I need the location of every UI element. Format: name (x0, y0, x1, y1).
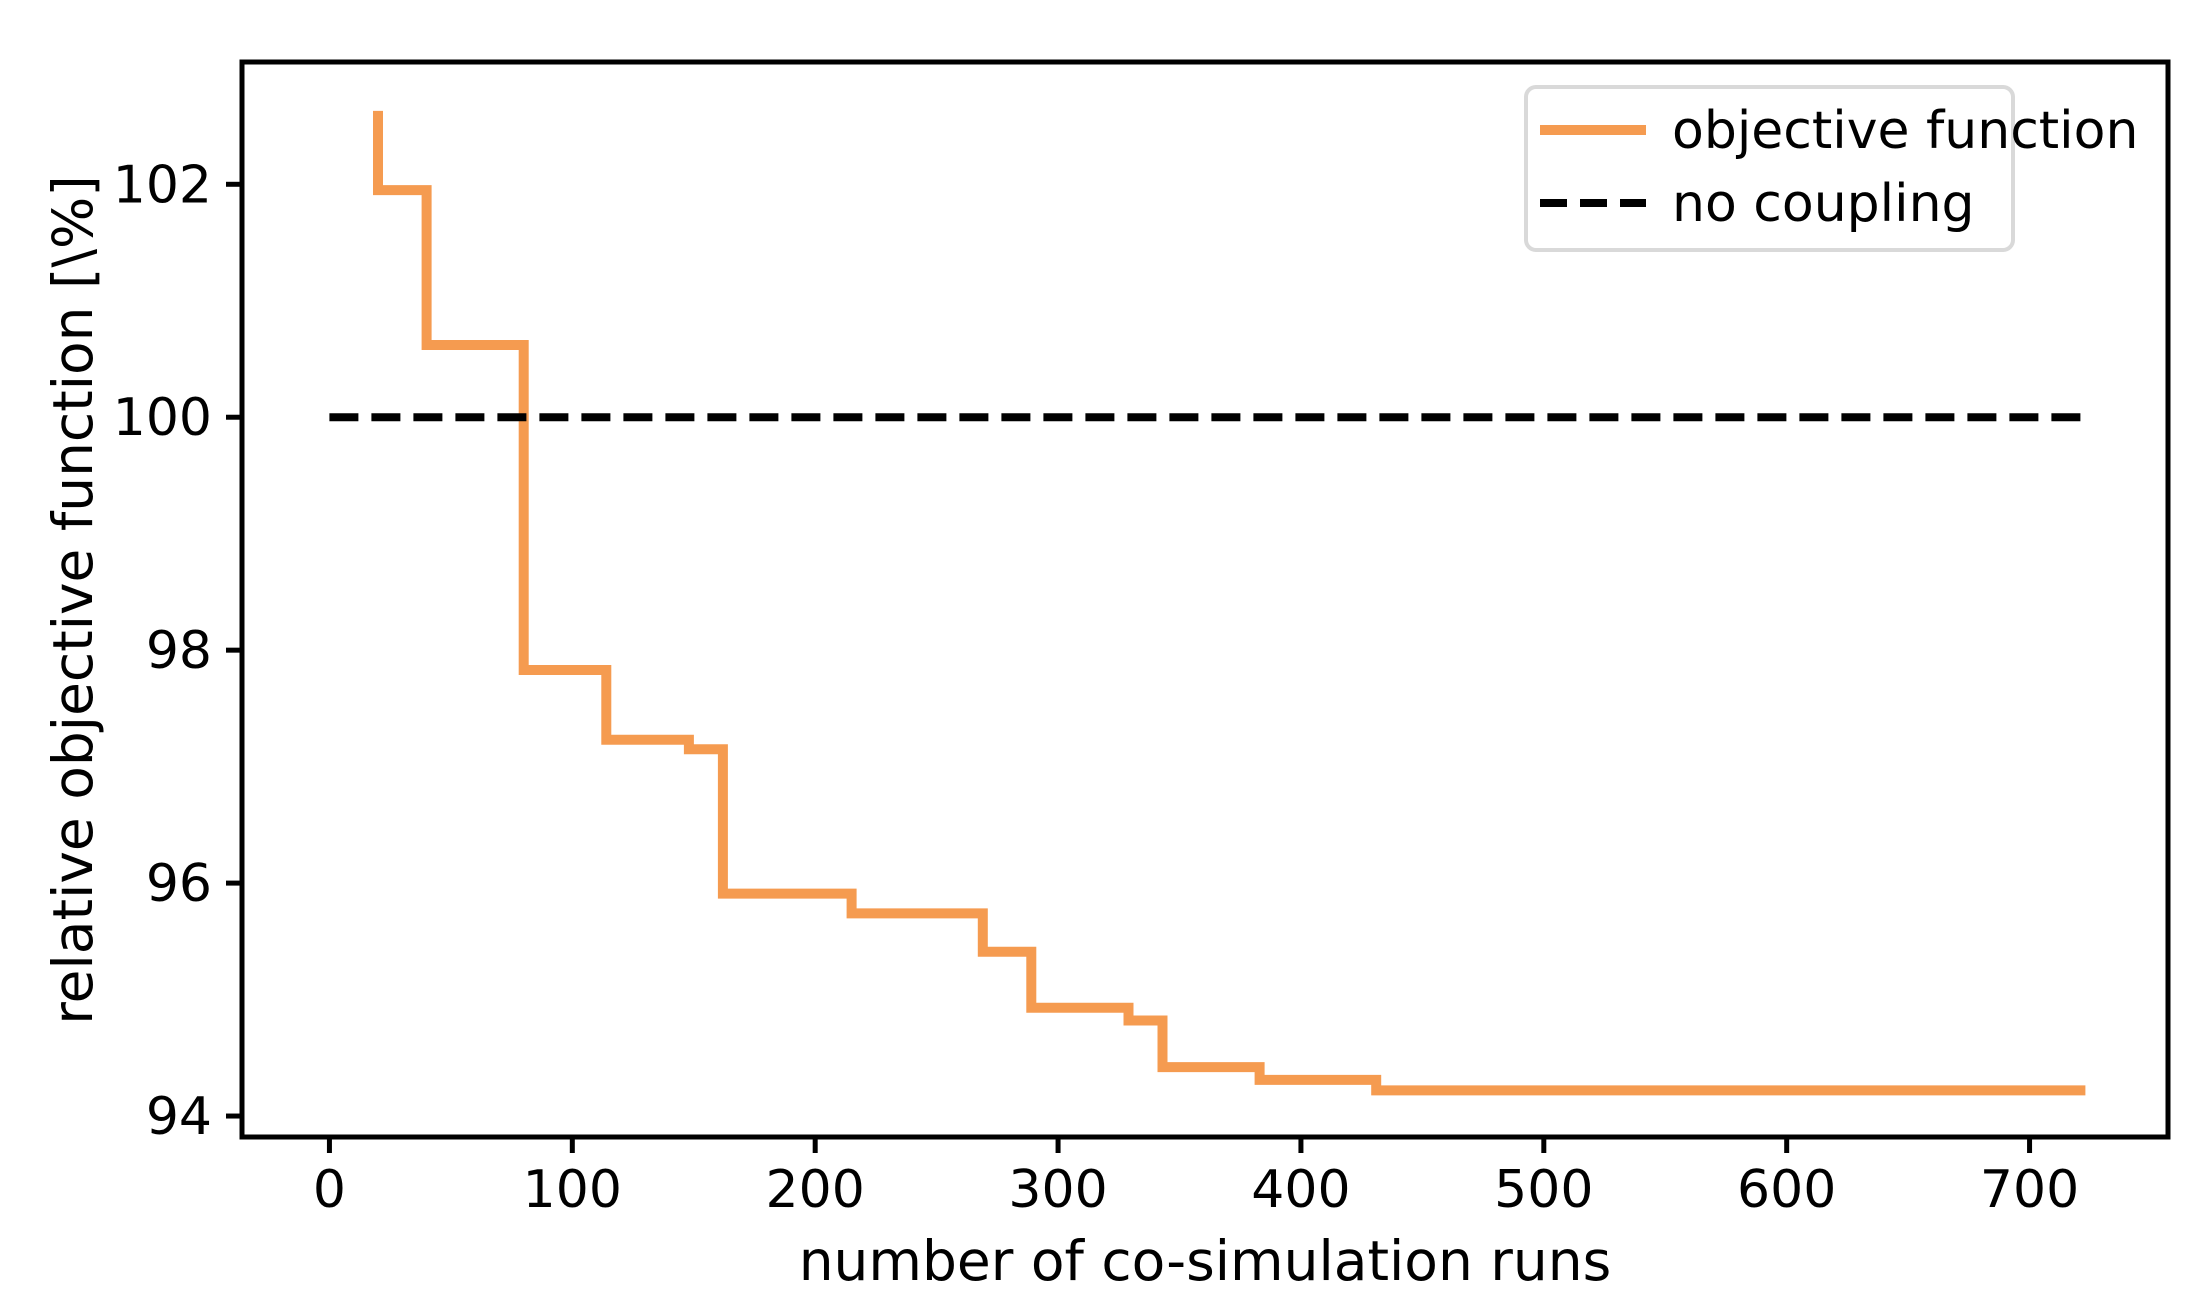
y-axis-label: relative objective function [\%] (41, 175, 105, 1024)
x-tick-label: 0 (313, 1160, 346, 1220)
legend: objective function no coupling (1524, 85, 2138, 252)
legend-label-no-coupling: no coupling (1672, 174, 1975, 234)
plot-border (239, 59, 2171, 1140)
x-tick-label: 500 (1494, 1160, 1593, 1220)
y-tick-label: 98 (146, 621, 212, 681)
x-axis-label: number of co-simulation runs (799, 1229, 1612, 1293)
x-tick-label: 400 (1251, 1160, 1350, 1220)
x-tick-label: 600 (1737, 1160, 1836, 1220)
y-tick-label: 96 (146, 854, 212, 914)
y-tick-label: 100 (113, 388, 212, 448)
y-tick-label: 102 (113, 155, 212, 215)
x-tick-label: 100 (523, 1160, 622, 1220)
y-tick-label: 94 (146, 1087, 212, 1147)
legend-box (1524, 85, 2015, 252)
legend-label-objective-function: objective function (1672, 101, 2138, 161)
x-tick-label: 200 (766, 1160, 865, 1220)
x-tick-label: 300 (1008, 1160, 1107, 1220)
x-tick-label: 700 (1980, 1160, 2079, 1220)
series-line-objective-function (373, 110, 2086, 1096)
plot-layer: 0 100 200 300 400 500 600 700 94 96 98 100 102 (113, 59, 2171, 1220)
